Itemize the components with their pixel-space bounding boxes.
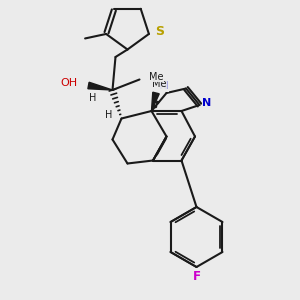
Text: H: H <box>105 110 112 121</box>
Polygon shape <box>152 92 159 111</box>
Text: N: N <box>202 98 211 109</box>
Text: H: H <box>89 93 97 103</box>
Text: Me: Me <box>148 71 163 82</box>
Text: N: N <box>159 81 168 91</box>
Text: S: S <box>155 25 164 38</box>
Text: OH: OH <box>60 77 77 88</box>
Text: F: F <box>193 270 200 283</box>
Text: Me: Me <box>152 79 166 89</box>
Polygon shape <box>88 82 112 90</box>
